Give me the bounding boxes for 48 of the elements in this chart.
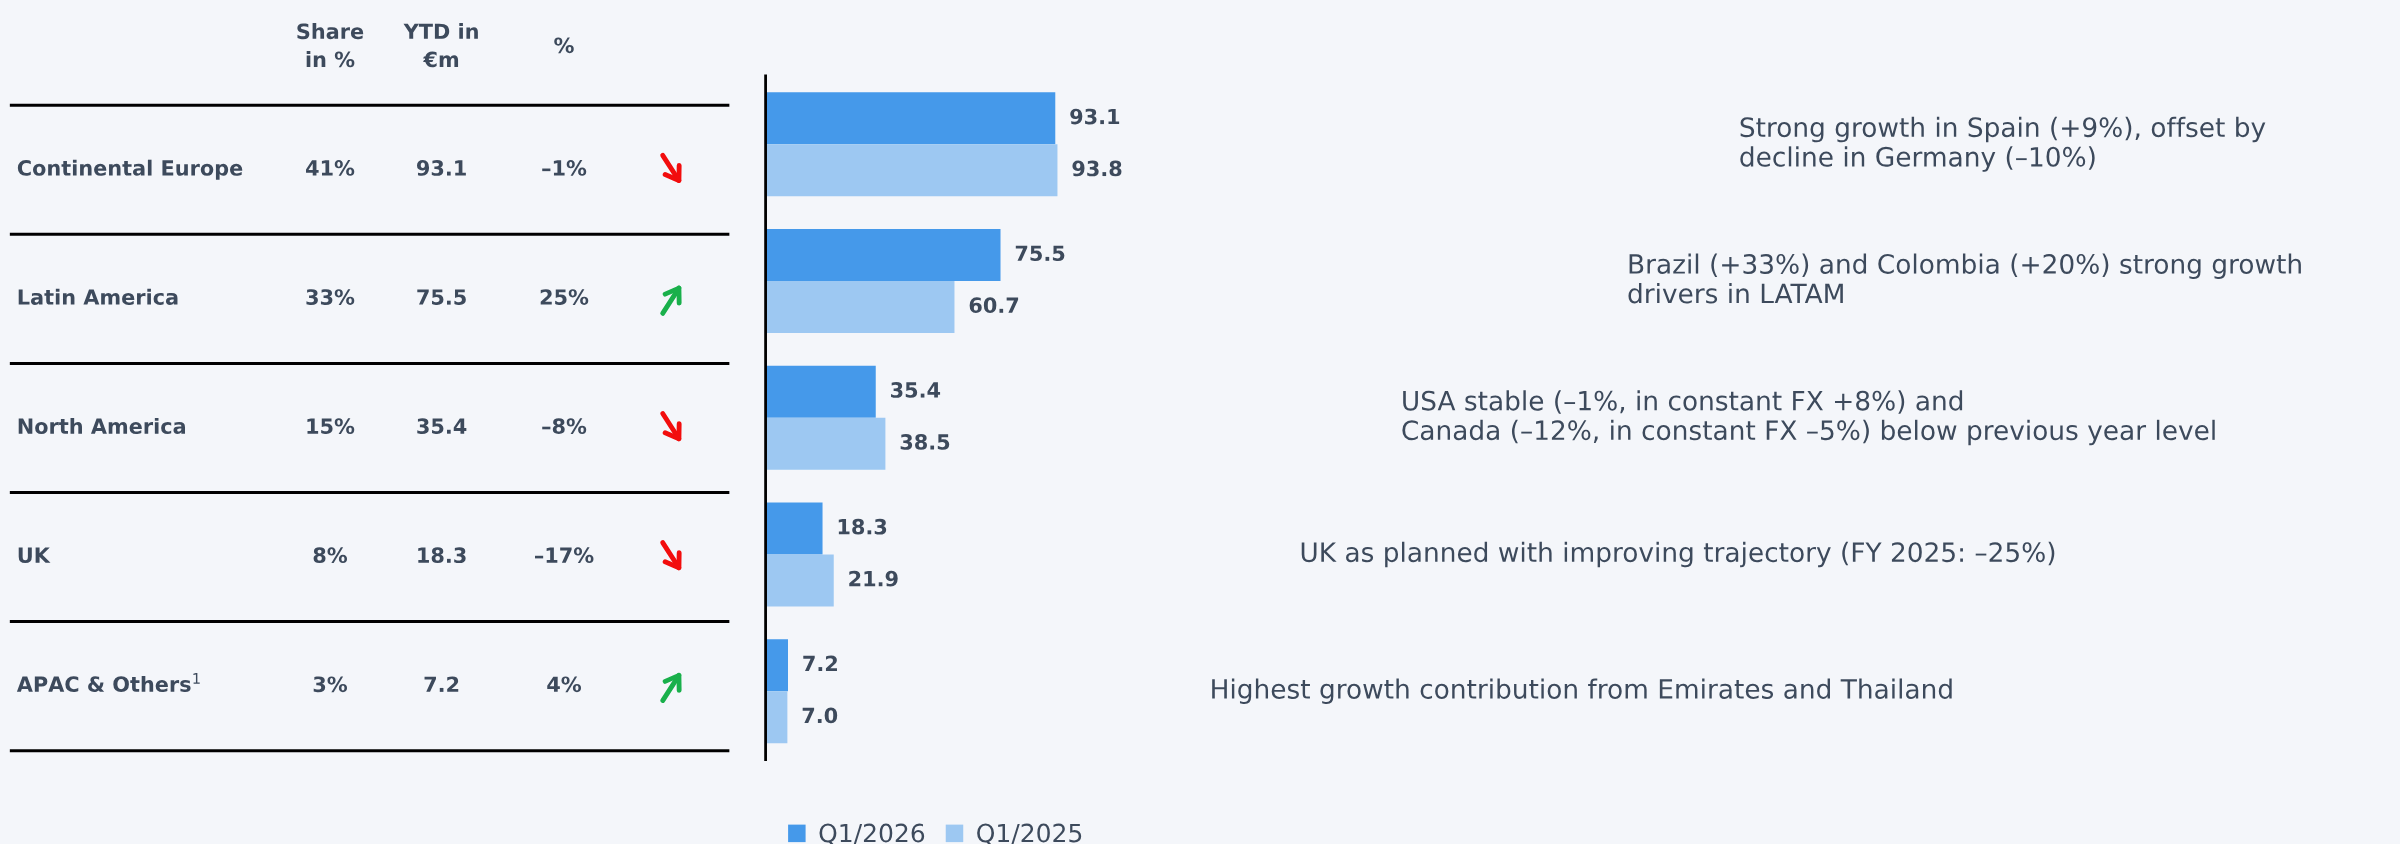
data-label: 41% <box>306 160 355 176</box>
data-label: 18.3 <box>838 518 887 535</box>
data-label: 4% <box>547 676 582 693</box>
bar <box>765 639 788 692</box>
text: % <box>554 37 574 54</box>
data-label: 21.9 <box>849 570 898 587</box>
data-label: 93.1 <box>416 160 466 176</box>
data-label: 7.0 <box>802 707 838 724</box>
data-label: 18.3 <box>418 547 466 564</box>
data-label: 35.4 <box>417 418 467 434</box>
category-label: North America <box>18 417 186 434</box>
data-label: 75.5 <box>1015 245 1065 262</box>
text: USA stable (–1%, in constant FX +8%) and Canada (–12%, in constant FX –5%) below previous year level <box>1402 390 2215 446</box>
category-label: Latin America <box>18 288 178 305</box>
bar <box>765 365 876 418</box>
bar <box>765 144 1058 197</box>
bar <box>765 281 955 334</box>
category-label: APAC & Others$^{1}$ <box>16 673 200 693</box>
data-label: 7.2 <box>803 655 837 672</box>
text: Strong growth in Spain (+9%), offset by decline in Germany (–10%) <box>1740 116 2266 172</box>
category-label: UK <box>18 547 51 564</box>
text: Share in % <box>297 23 364 68</box>
text: YTD in €m <box>403 23 478 68</box>
data-label: –8% <box>542 418 587 434</box>
data-label: 38.5 <box>900 434 950 450</box>
data-label: 15% <box>307 418 355 434</box>
data-label: 3% <box>313 676 348 693</box>
data-label: 60.7 <box>969 297 1019 314</box>
data-label: 93.8 <box>1072 160 1122 177</box>
data-label: 33% <box>306 289 355 305</box>
bar <box>765 502 823 555</box>
data-label: 35.4 <box>891 382 941 398</box>
data-label: 8% <box>313 547 348 564</box>
text: Brazil (+33%) and Colombia (+20%) strong growth drivers in LATAM <box>1628 253 2301 304</box>
data-label: 75.5 <box>417 289 466 305</box>
data-label: –17% <box>534 547 594 564</box>
bar <box>765 554 834 607</box>
data-label: –1% <box>542 160 587 176</box>
data-label: 93.1 <box>1070 108 1120 125</box>
category-label: Continental Europe <box>17 159 243 180</box>
bar <box>765 92 1056 145</box>
text: Highest growth contribution from Emirates and Thailand <box>1212 678 1952 705</box>
data-label: 25% <box>540 289 589 305</box>
bar <box>765 417 886 470</box>
bar <box>765 691 788 744</box>
text: UK as planned with improving trajectory (FY 2025: –25%) <box>1301 541 2055 568</box>
data-label: 7.2 <box>424 676 459 692</box>
bar <box>765 229 1001 282</box>
